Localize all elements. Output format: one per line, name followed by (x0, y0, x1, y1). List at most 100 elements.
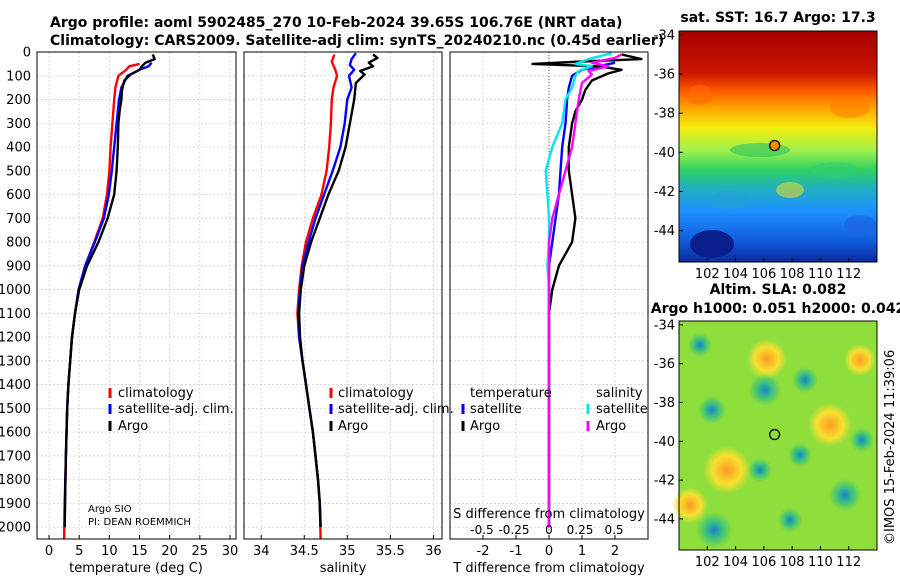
legend-t-argo: Argo (470, 419, 500, 434)
depth-tick: 1300 (0, 354, 31, 369)
sla-axes (678, 320, 878, 551)
lon-tick-label: 108 (780, 555, 805, 570)
s-diff-ticks: -0.5 -0.25 0 0.25 0.5 (470, 523, 623, 537)
legend-t-satellite: satellite (470, 402, 522, 417)
x-tick-label: 2 (611, 544, 619, 559)
x-tick-label: 35.5 (376, 544, 405, 559)
lon-tick-label: 104 (723, 267, 748, 282)
x-tick-label: 0 (545, 544, 553, 559)
sla-eddies (672, 333, 876, 548)
salinity-legend: climatology satellite-adj. clim. Argo (329, 386, 454, 434)
depth-tick: 1900 (0, 497, 31, 512)
lat-tick-label: -34 (654, 318, 675, 333)
lat-tick-label: -38 (654, 107, 675, 122)
lat-tick-label: -40 (654, 146, 675, 161)
depth-tick: 700 (6, 212, 31, 227)
difference-panel: -2 -1 0 1 2 T difference from climatology S … (449, 51, 649, 576)
lat-tick-label: -36 (654, 357, 675, 372)
legend-s-satellite: satellite (596, 402, 648, 417)
lon-tick-label: 110 (808, 267, 833, 282)
title-line-2: Climatology: CARS2009. Satellite-adj cli… (50, 33, 664, 49)
depth-tick: 1500 (0, 402, 31, 417)
lat-tick-label: -40 (654, 435, 675, 450)
legend-temperature-title: temperature (470, 386, 552, 401)
x-tick-label: 34 (253, 544, 270, 559)
lon-tick-label: 106 (751, 555, 776, 570)
x-tick-label: 36 (425, 544, 442, 559)
depth-tick: 2000 (0, 521, 31, 536)
depth-tick: 1100 (0, 307, 31, 322)
x-tick-label: 20 (161, 544, 178, 559)
pi-line-1: Argo SIO (88, 504, 132, 515)
depth-tick: 900 (6, 259, 31, 274)
x-tick-label: 10 (101, 544, 118, 559)
series-line-climatology (62, 62, 140, 539)
title-line-1: Argo profile: aoml 5902485_270 10-Feb-20… (50, 15, 622, 31)
salinity-axes (243, 51, 443, 540)
lat-tick-label: -42 (654, 185, 675, 200)
legend-s-argo: Argo (596, 419, 626, 434)
depth-tick: 1400 (0, 378, 31, 393)
salinity-xlabel: salinity (320, 561, 367, 576)
pi-line-2: PI: DEAN ROEMMICH (88, 517, 191, 528)
legend-satellite-adj: satellite-adj. clim. (118, 402, 234, 417)
float-location-marker (768, 428, 781, 441)
depth-tick: 200 (6, 93, 31, 108)
lon-tick-label: 106 (751, 267, 776, 282)
lat-tick-label: -36 (654, 68, 675, 83)
s-tick: -0.5 (470, 523, 493, 537)
lon-tick-label: 102 (695, 267, 720, 282)
s-tick: 0.25 (567, 523, 594, 537)
legend-climatology: climatology (118, 386, 194, 401)
lat-tick-label: -44 (654, 224, 675, 239)
depth-tick: 1800 (0, 473, 31, 488)
x-tick-label: 35 (339, 544, 356, 559)
depth-tick: 0 (23, 46, 31, 61)
depth-tick: 1700 (0, 449, 31, 464)
s-tick: -0.25 (498, 523, 529, 537)
legend-argo: Argo (338, 419, 368, 434)
s-diff-label: S difference from climatology (453, 507, 645, 522)
lon-tick-label: 104 (723, 555, 748, 570)
x-tick-label: 15 (131, 544, 148, 559)
lon-tick-label: 102 (695, 555, 720, 570)
legend-satellite-adj: satellite-adj. clim. (338, 402, 454, 417)
legend-climatology: climatology (338, 386, 414, 401)
x-tick-label: 34.5 (290, 544, 319, 559)
lon-tick-label: 108 (780, 267, 805, 282)
sla-map-title-2: Argo h1000: 0.051 h2000: 0.042 (651, 301, 900, 317)
x-tick-label: -1 (510, 544, 523, 559)
difference-legend: temperature satellite Argo salinity sate… (461, 386, 648, 434)
series-line-argo (297, 53, 379, 528)
sst-map: sat. SST: 16.7 Argo: 17.3 102 104 106 108 11… (654, 10, 878, 282)
sla-map-title-1: Altim. SLA: 0.082 (710, 282, 847, 298)
depth-tick: 400 (6, 141, 31, 156)
temperature-panel: 0 5 10 15 20 25 30 temperature (deg C) climato… (36, 51, 238, 576)
depth-tick: 800 (6, 236, 31, 251)
lat-tick-label: -44 (654, 512, 675, 527)
depth-tick: 100 (6, 69, 31, 84)
lon-tick-label: 110 (808, 555, 833, 570)
depth-tick-labels: 0 100 200 300 400 500 600 700 800 900 1000 1100 1200… (0, 46, 31, 536)
x-tick-label: 0 (45, 544, 53, 559)
legend-salinity-title: salinity (596, 386, 643, 401)
temperature-axes (36, 51, 237, 540)
x-tick-label: 5 (75, 544, 83, 559)
sst-map-title: sat. SST: 16.7 Argo: 17.3 (680, 10, 875, 26)
temperature-legend: climatology satellite-adj. clim. Argo (108, 386, 234, 434)
depth-tick: 300 (6, 117, 31, 132)
lon-tick-label: 112 (836, 267, 861, 282)
depth-tick: 600 (6, 188, 31, 203)
sla-map: Altim. SLA: 0.082 Argo h1000: 0.051 h200… (651, 282, 900, 570)
series-line-argo (63, 53, 156, 528)
salinity-panel: 34 34.5 35 35.5 36 salinity climatology sate… (243, 51, 454, 576)
s-tick: 0.5 (604, 523, 623, 537)
x-tick-label: 1 (578, 544, 586, 559)
lat-tick-label: -34 (654, 28, 675, 43)
lat-tick-label: -38 (654, 396, 675, 411)
float-location-marker (768, 139, 781, 152)
series-line-s-argo (547, 53, 623, 528)
lat-tick-label: -42 (654, 474, 675, 489)
sst-cold-patch (690, 230, 734, 258)
